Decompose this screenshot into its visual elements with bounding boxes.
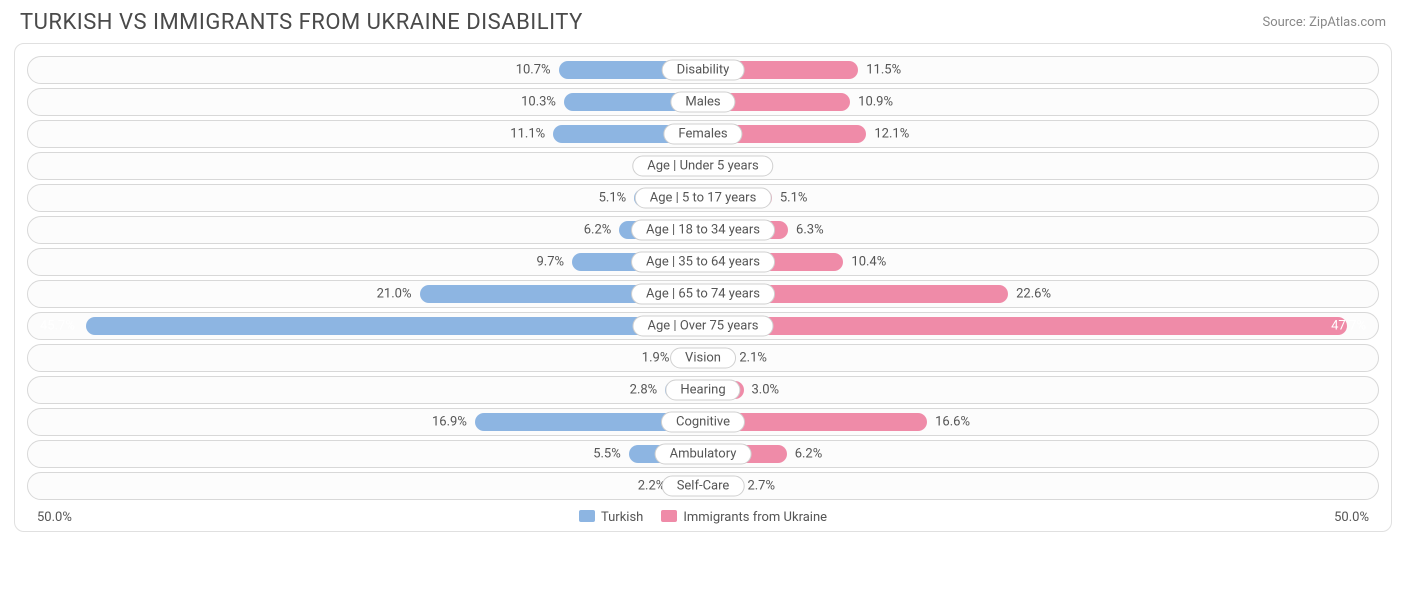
right-half (703, 121, 1378, 147)
chart-row: 1.1%1.0%Age | Under 5 years (27, 152, 1379, 180)
category-label: Cognitive (661, 412, 745, 433)
legend-swatch-right (661, 510, 677, 522)
right-value-label: 16.6% (927, 415, 970, 430)
right-value-label: 47.7% (1331, 319, 1366, 334)
chart-row: 2.2%2.7%Self-Care (27, 472, 1379, 500)
chart-header: TURKISH VS IMMIGRANTS FROM UKRAINE DISAB… (0, 0, 1406, 43)
left-value-label: 6.2% (584, 223, 620, 238)
chart-plot-area: 10.7% 11.5% Disability 10.3% 10.9% Males 11.1%… (14, 43, 1392, 532)
chart-legend: 50.0% Turkish Immigrants from Ukraine 50.0% (19, 504, 1387, 527)
left-half (28, 473, 703, 499)
legend-label-left: Turkish (601, 510, 643, 525)
chart-source: Source: ZipAtlas.com (1262, 15, 1386, 30)
left-value-label: 10.3% (521, 95, 564, 110)
right-value-label: 12.1% (866, 127, 909, 142)
category-label: Age | Under 5 years (632, 156, 773, 177)
left-value-label: 5.1% (599, 191, 635, 206)
chart-row: 2.8% 3.0% Hearing (27, 376, 1379, 404)
left-value-label: 2.8% (630, 383, 666, 398)
left-half (28, 281, 703, 307)
right-half (703, 89, 1378, 115)
axis-right-label: 50.0% (1334, 510, 1369, 525)
chart-title: TURKISH VS IMMIGRANTS FROM UKRAINE DISAB… (20, 10, 583, 35)
right-half (703, 345, 1378, 371)
left-half (28, 313, 703, 339)
legend-label-right: Immigrants from Ukraine (683, 510, 827, 525)
category-label: Age | 5 to 17 years (635, 188, 772, 209)
left-bar (86, 317, 703, 335)
right-value-label: 5.1% (772, 191, 808, 206)
right-value-label: 2.1% (731, 351, 767, 366)
category-label: Age | 35 to 64 years (631, 252, 775, 273)
category-label: Self-Care (662, 476, 745, 497)
category-label: Vision (670, 348, 736, 369)
right-value-label: 10.4% (843, 255, 886, 270)
category-label: Hearing (665, 380, 740, 401)
left-half (28, 57, 703, 83)
left-half (28, 153, 703, 179)
right-value-label: 10.9% (850, 95, 893, 110)
left-half (28, 345, 703, 371)
legend-center: Turkish Immigrants from Ukraine (579, 510, 827, 525)
right-half (703, 153, 1378, 179)
chart-row: 5.1% 5.1%Age | 5 to 17 years (27, 184, 1379, 212)
left-half (28, 249, 703, 275)
chart-row: 6.2% 6.3% Age | 18 to 34 years (27, 216, 1379, 244)
category-label: Males (670, 92, 735, 113)
category-label: Females (663, 124, 742, 145)
category-label: Disability (662, 60, 745, 81)
right-value-label: 6.2% (787, 447, 823, 462)
left-value-label: 16.9% (432, 415, 475, 430)
chart-row: 16.9% 16.6% Cognitive (27, 408, 1379, 436)
category-label: Age | Over 75 years (633, 316, 774, 337)
right-value-label: 11.5% (858, 63, 901, 78)
chart-row: 10.7% 11.5% Disability (27, 56, 1379, 84)
chart-row: 21.0% 22.6% Age | 65 to 74 years (27, 280, 1379, 308)
chart-row: 5.5% 6.2% Ambulatory (27, 440, 1379, 468)
right-half (703, 473, 1378, 499)
left-half (28, 377, 703, 403)
right-value-label: 3.0% (744, 383, 780, 398)
chart-row: 9.7% 10.4% Age | 35 to 64 years (27, 248, 1379, 276)
left-value-label: 21.0% (377, 287, 420, 302)
right-half (703, 249, 1378, 275)
left-half (28, 89, 703, 115)
legend-swatch-left (579, 510, 595, 522)
left-half (28, 121, 703, 147)
category-label: Age | 65 to 74 years (631, 284, 775, 305)
right-half (703, 57, 1378, 83)
right-value-label: 2.7% (739, 479, 775, 494)
category-label: Ambulatory (655, 444, 752, 465)
left-value-label: 45.7% (40, 319, 75, 334)
right-half (703, 313, 1378, 339)
right-value-label: 6.3% (788, 223, 824, 238)
right-half (703, 377, 1378, 403)
chart-row: 11.1% 12.1% Females (27, 120, 1379, 148)
legend-item-right: Immigrants from Ukraine (661, 510, 827, 525)
chart-row: 10.3% 10.9% Males (27, 88, 1379, 116)
left-value-label: 11.1% (510, 127, 553, 142)
right-bar (703, 317, 1347, 335)
left-value-label: 9.7% (537, 255, 573, 270)
legend-item-left: Turkish (579, 510, 643, 525)
right-value-label: 22.6% (1008, 287, 1051, 302)
chart-row: 1.9%2.1%Vision (27, 344, 1379, 372)
left-half (28, 409, 703, 435)
axis-left-label: 50.0% (37, 510, 72, 525)
chart-row: 45.7% 47.7% Age | Over 75 years (27, 312, 1379, 340)
left-value-label: 5.5% (593, 447, 629, 462)
right-half (703, 409, 1378, 435)
left-value-label: 10.7% (516, 63, 559, 78)
category-label: Age | 18 to 34 years (631, 220, 775, 241)
